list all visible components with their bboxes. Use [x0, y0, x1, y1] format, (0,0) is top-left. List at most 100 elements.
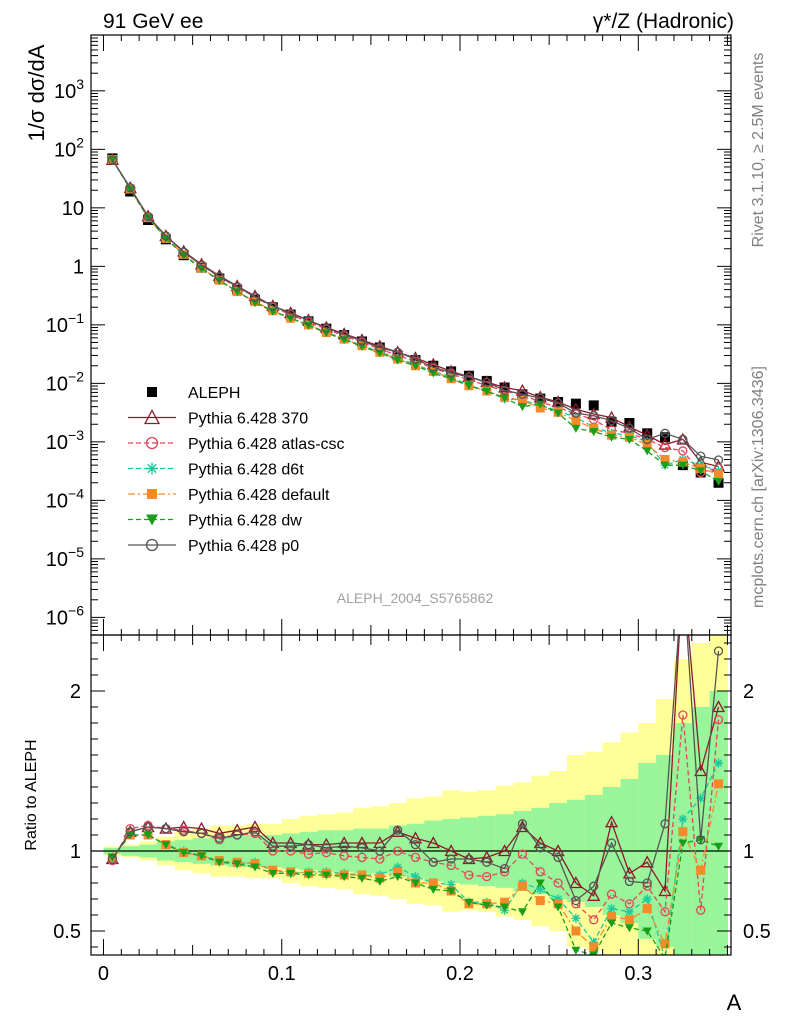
ratio-point [589, 915, 599, 925]
ratio-point [408, 831, 423, 844]
ratio-point [553, 903, 563, 912]
data-point [553, 398, 563, 408]
ratio-point [679, 567, 687, 575]
ratio-point [357, 843, 367, 853]
ratio-axes: 0.5 0.5 1 1 2 2 0 0.1 0.2 0.3 [53, 634, 771, 985]
ratio-point [607, 904, 617, 914]
ratio-point [357, 852, 367, 863]
ratio-point [589, 937, 599, 947]
ratio-point [500, 903, 510, 912]
ratio-point [214, 858, 224, 867]
legend-entry: Pythia 6.428 default [128, 487, 330, 504]
data-point [410, 362, 420, 371]
data-point [250, 299, 260, 308]
data-point [571, 408, 581, 418]
data-point [678, 434, 688, 445]
ratio-panel: 0.5 0.5 1 1 2 2 0 0.1 0.2 0.3 Ratio to ALEPH A [23, 566, 771, 1015]
ratio-point [232, 860, 242, 869]
ratio-point [624, 876, 635, 887]
ratio-point [589, 881, 599, 891]
ratio-point [696, 836, 706, 845]
ratio-point [677, 566, 688, 576]
ratio-line [111, 714, 720, 921]
data-point [517, 389, 528, 399]
ratio-point [339, 873, 349, 882]
ratio-point [714, 842, 724, 851]
ratio-point [642, 904, 652, 914]
ratio-point [517, 819, 528, 829]
data-point [624, 423, 635, 434]
series-line [111, 159, 719, 461]
ratio-point [375, 877, 385, 886]
legend-marker [146, 462, 158, 475]
ratio-point [339, 851, 349, 861]
ratio-point [303, 871, 313, 880]
ratio-point [179, 827, 189, 837]
ratio-point [428, 857, 438, 867]
data-point [678, 461, 688, 470]
ratio-point [410, 879, 420, 888]
ratio-point [606, 838, 617, 848]
data-point [660, 454, 670, 464]
y-tick-label: 10 [62, 198, 84, 220]
ratio-point [658, 884, 672, 897]
mcplots-reference-text: mcplots.cern.ch [arXiv:1306.3436] [750, 366, 767, 608]
ratio-point [535, 884, 545, 894]
x-tick-label: 0 [98, 963, 109, 985]
data-point [303, 315, 314, 325]
ratio-point [321, 843, 331, 853]
ratio-point [196, 828, 207, 839]
ratio-y-tick-label: 0.5 [53, 921, 81, 943]
data-point [696, 467, 706, 476]
legend-entry: Pythia 6.428 d6t [128, 462, 304, 479]
data-point [535, 400, 545, 409]
data-point [161, 234, 171, 243]
ratio-point [660, 907, 670, 917]
ratio-point [393, 873, 403, 882]
ratio-point [286, 841, 296, 851]
legend: ALEPH Pythia 6.428 370 Pythia 6.428 atlas-… [128, 385, 345, 555]
ratio-point [607, 919, 617, 928]
series-pythia-6-428-p0 [107, 155, 724, 465]
main-y-axis-label: 1/σ dσ/dA [24, 44, 49, 141]
ratio-point [696, 905, 706, 915]
data-point [482, 377, 492, 388]
ratio-point [286, 846, 296, 856]
legend-label: ALEPH [188, 385, 240, 402]
data-point [464, 372, 474, 382]
ratio-point [143, 822, 153, 832]
data-point [161, 231, 171, 241]
y-tick-label: 10−4 [46, 485, 84, 512]
ratio-point [250, 827, 260, 837]
x-tick-label: 0.1 [268, 963, 296, 985]
data-point [642, 447, 652, 456]
ratio-point [535, 843, 545, 853]
data-point [428, 369, 438, 378]
data-point [143, 214, 153, 223]
data-point [125, 185, 135, 194]
ratio-point [553, 852, 563, 863]
data-point [499, 385, 510, 395]
ratio-point [678, 827, 688, 837]
ratio-point [339, 841, 349, 851]
ratio-y-tick-label: 2 [70, 681, 81, 703]
ratio-series-pythia-6-428-p0 [107, 567, 724, 906]
data-point [624, 435, 634, 444]
data-point [286, 309, 296, 319]
legend-label: Pythia 6.428 atlas-csc [188, 436, 345, 453]
ratio-point [497, 844, 512, 857]
data-point [357, 336, 367, 346]
data-point [375, 342, 385, 353]
ratio-point [713, 715, 724, 725]
ratio-point [197, 852, 207, 861]
ratio-y-tick-label-right: 1 [743, 841, 754, 863]
data-point [660, 442, 670, 453]
ratio-point [640, 855, 654, 868]
data-point [107, 155, 118, 165]
legend-label: Pythia 6.428 dw [188, 513, 302, 530]
ratio-point [606, 889, 617, 899]
ratio-point [410, 872, 420, 882]
ratio-point [571, 946, 581, 955]
ratio-y-tick-label-right: 0.5 [743, 921, 771, 943]
ratio-point [161, 823, 171, 834]
